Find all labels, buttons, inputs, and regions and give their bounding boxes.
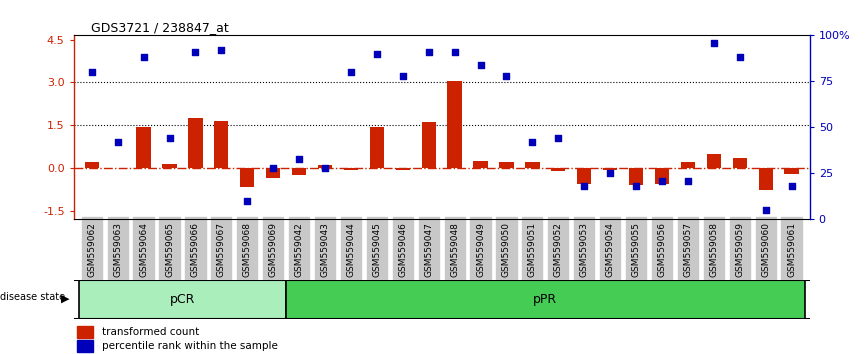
Bar [188,118,203,168]
Point [266,165,280,171]
Bar [79,280,286,319]
Bar [759,168,772,189]
Point [526,139,540,145]
Point [759,207,772,213]
Bar [85,162,99,168]
Text: percentile rank within the sample: percentile rank within the sample [101,341,277,352]
Point [629,183,643,189]
Point [137,55,151,60]
Bar [344,168,358,170]
Point [604,171,617,176]
Bar [422,122,436,168]
Bar [474,161,488,168]
Bar [286,280,805,319]
Bar [396,168,410,170]
Point [215,47,229,53]
Bar [137,127,151,168]
Text: ▶: ▶ [61,294,69,304]
Bar [551,168,565,171]
Bar [370,127,384,168]
Bar [655,168,669,184]
Point [189,49,203,55]
Bar [266,168,281,178]
Bar [240,168,255,187]
Point [422,49,436,55]
Point [370,51,384,57]
Point [681,178,695,184]
Point [552,136,565,141]
Bar [629,168,643,185]
Bar [292,168,307,175]
Bar [577,168,591,184]
Point [707,40,721,46]
Bar [707,154,721,168]
Point [111,139,125,145]
Point [448,49,462,55]
Bar [163,164,177,168]
Point [85,69,99,75]
Point [163,136,177,141]
Bar [448,81,462,168]
Point [733,55,746,60]
Text: GDS3721 / 238847_at: GDS3721 / 238847_at [91,21,229,34]
Text: pCR: pCR [170,293,195,306]
Bar [318,165,333,168]
Point [578,183,591,189]
Bar [77,340,94,353]
Text: pPR: pPR [533,293,558,306]
Bar [733,158,746,168]
Text: disease state: disease state [0,292,65,302]
Bar [785,168,798,174]
Point [241,198,255,204]
Bar [77,326,94,338]
Point [344,69,358,75]
Bar [681,162,695,168]
Bar [603,168,617,170]
Bar [500,162,514,168]
Point [655,178,669,184]
Point [474,62,488,68]
Bar [214,121,229,168]
Bar [526,162,540,168]
Text: transformed count: transformed count [101,327,199,337]
Point [318,165,332,171]
Point [292,156,306,161]
Point [785,183,798,189]
Point [396,73,410,79]
Point [500,73,514,79]
